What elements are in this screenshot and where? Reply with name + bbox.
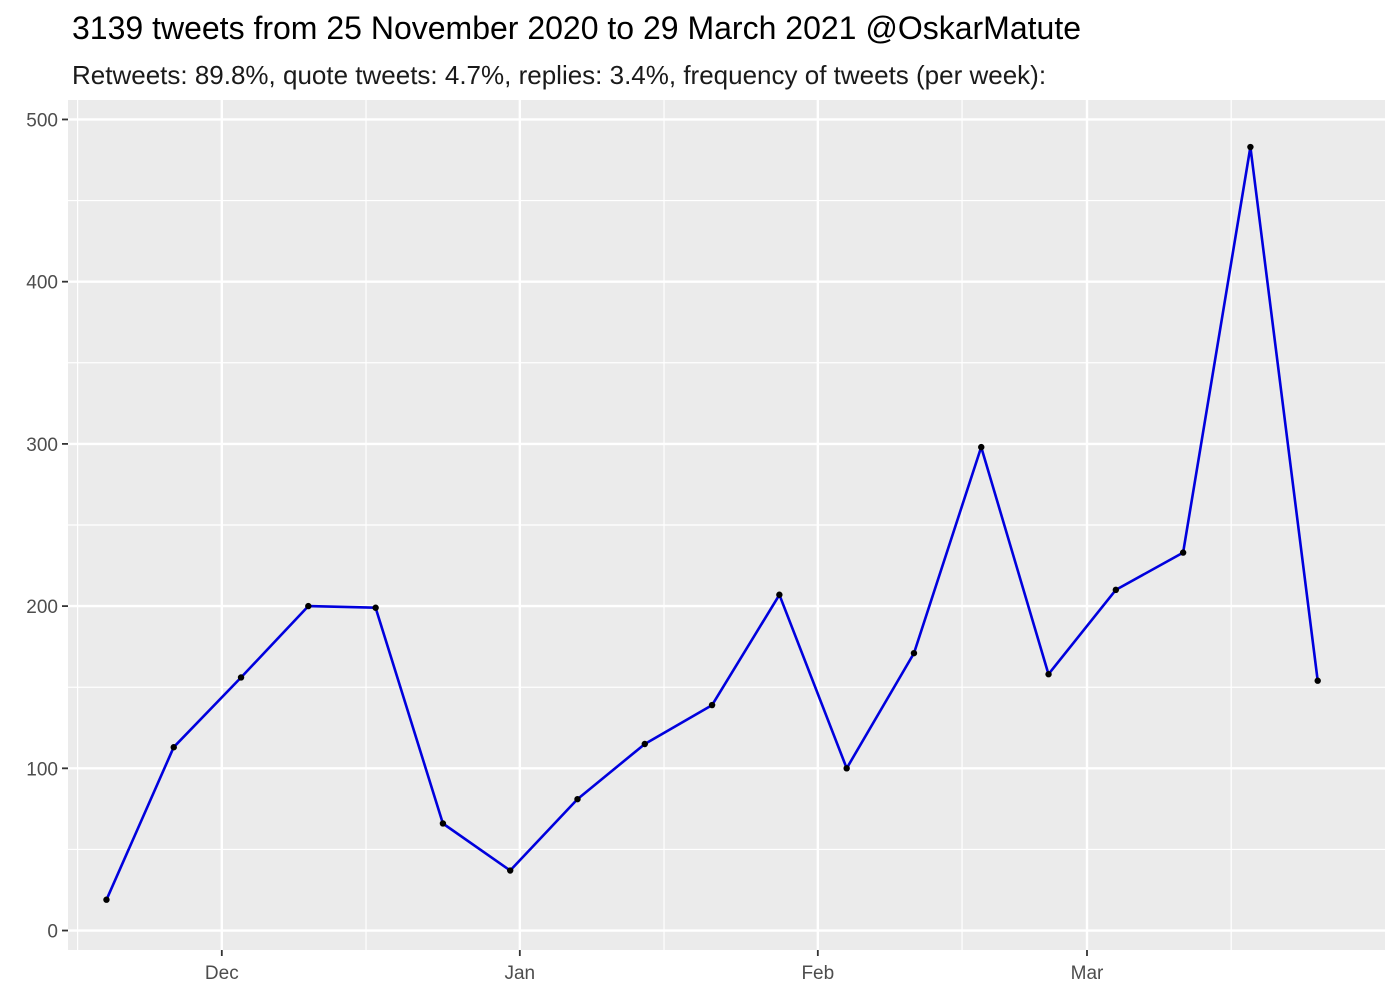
chart-subtitle: Retweets: 89.8%, quote tweets: 4.7%, rep… xyxy=(72,60,1047,90)
data-point xyxy=(1247,143,1254,151)
data-point xyxy=(1314,677,1321,684)
data-point xyxy=(1045,671,1052,678)
data-point xyxy=(1112,586,1120,594)
data-point xyxy=(439,820,447,827)
data-point xyxy=(776,591,783,598)
y-tick-label: 500 xyxy=(26,110,58,131)
y-tick-label: 400 xyxy=(26,273,58,294)
data-point xyxy=(237,674,245,681)
data-point xyxy=(910,649,918,657)
data-point xyxy=(305,602,312,610)
x-tick-label: Feb xyxy=(801,963,834,984)
data-point xyxy=(708,701,716,709)
y-tick-label: 300 xyxy=(26,435,58,456)
y-tick-label: 100 xyxy=(26,759,58,780)
data-point xyxy=(574,795,581,803)
data-point xyxy=(103,896,110,903)
x-tick-label: Dec xyxy=(205,963,239,984)
data-point xyxy=(372,604,379,611)
data-point xyxy=(507,867,514,874)
y-tick-label: 0 xyxy=(47,922,58,943)
data-point xyxy=(843,765,850,772)
x-tick-label: Jan xyxy=(504,963,535,984)
chart-title: 3139 tweets from 25 November 2020 to 29 … xyxy=(72,10,1081,46)
data-point xyxy=(978,443,985,451)
y-tick-label: 200 xyxy=(26,597,58,618)
data-point xyxy=(1179,549,1187,556)
data-point xyxy=(641,740,648,748)
data-point xyxy=(170,744,177,751)
x-tick-label: Mar xyxy=(1071,963,1104,984)
